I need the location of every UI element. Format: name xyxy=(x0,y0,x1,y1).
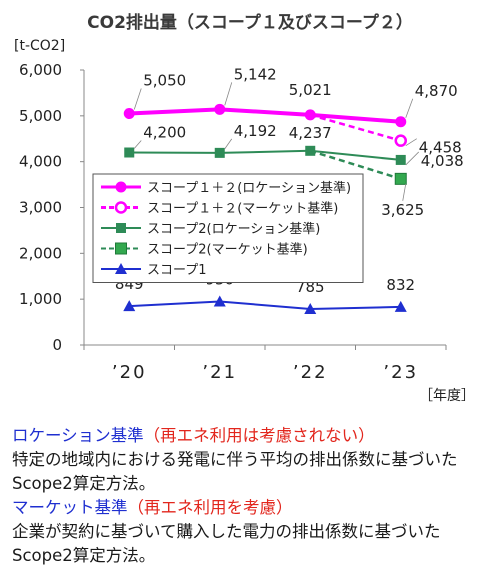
data-point xyxy=(395,154,406,165)
legend-item-3: スコープ2(マーケット基準) xyxy=(101,242,308,258)
y-tick-label: 3,000 xyxy=(19,199,62,217)
legend-item-0: スコープ１＋２(ロケーション基準) xyxy=(101,180,351,196)
series-line xyxy=(129,149,401,161)
x-tick-label: ’20 xyxy=(112,362,147,383)
series-3 xyxy=(309,149,407,185)
data-point xyxy=(213,295,226,307)
y-tick-label: 6,000 xyxy=(19,61,62,79)
x-tick-label: ’23 xyxy=(383,362,418,383)
y-tick-label: 1,000 xyxy=(19,290,62,308)
data-point xyxy=(304,109,316,121)
data-point xyxy=(394,134,407,147)
data-label: 4,458 xyxy=(419,139,462,157)
data-point xyxy=(214,103,226,115)
market-basis-remark: （再エネ利用を考慮） xyxy=(127,498,293,517)
legend-label: スコープ1 xyxy=(147,263,207,278)
chart-canvas: [t-CO2] ［年度］ 0 1,000 2,000 3,000 4,000 5,000 6… xyxy=(14,38,475,404)
data-point xyxy=(114,201,128,214)
y-tick-label: 5,000 xyxy=(19,107,62,125)
market-basis-title: マーケット基準 xyxy=(12,498,128,517)
data-label: 4,870 xyxy=(415,82,458,100)
leader-line xyxy=(405,151,420,166)
legend-label: スコープ１＋２(ロケーション基準) xyxy=(147,180,351,196)
data-label: 5,050 xyxy=(143,72,186,90)
data-point xyxy=(394,300,407,312)
data-point xyxy=(214,147,225,158)
legend-item-2: スコープ2(ロケーション基準) xyxy=(101,221,320,237)
location-basis-remark: （再エネ利用は考慮されない） xyxy=(143,426,375,445)
market-basis-description: 企業が契約に基づいて購入した電力の排出係数に基づいたScope2算定方法。 xyxy=(12,522,441,565)
y-tick-label: 2,000 xyxy=(19,244,62,262)
data-point xyxy=(305,145,316,156)
data-label: 5,142 xyxy=(234,65,277,83)
series-line xyxy=(129,107,401,124)
x-tick-label: ’21 xyxy=(202,362,237,383)
data-label: 4,237 xyxy=(289,124,332,142)
x-tick-label: ’22 xyxy=(293,362,328,383)
series-line xyxy=(129,300,401,311)
x-axis-label: ［年度］ xyxy=(419,388,475,404)
data-label: 4,200 xyxy=(143,124,186,142)
data-label: 4,038 xyxy=(421,152,464,170)
data-point xyxy=(394,172,407,185)
data-point xyxy=(115,181,127,193)
data-point xyxy=(123,108,135,120)
leader-line xyxy=(405,98,414,118)
leader-line xyxy=(224,138,233,150)
legend-label: スコープ2(マーケット基準) xyxy=(147,242,308,258)
data-point xyxy=(115,242,127,255)
data-label: 832 xyxy=(386,276,415,294)
location-note-heading: ロケーション基準（再エネ利用は考慮されない） xyxy=(12,424,492,448)
data-point xyxy=(116,223,126,233)
location-basis-title: ロケーション基準 xyxy=(12,426,144,445)
series-line xyxy=(309,149,402,181)
leader-line xyxy=(224,82,233,106)
y-axis-label: [t-CO2] xyxy=(14,38,65,54)
data-label: 4,192 xyxy=(234,122,277,140)
series-2 xyxy=(124,145,406,165)
legend-item-1: スコープ１＋２(マーケット基準) xyxy=(101,201,338,217)
leader-line xyxy=(405,138,417,147)
y-tick-label: 0 xyxy=(52,336,62,354)
data-point xyxy=(115,263,127,274)
data-label: 5,021 xyxy=(289,81,332,99)
leader-line xyxy=(133,88,142,110)
series-1 xyxy=(309,113,407,147)
legend-label: スコープ１＋２(マーケット基準) xyxy=(147,201,338,217)
leader-line xyxy=(133,140,142,149)
location-basis-description: 特定の地域内における発電に伴う平均の排出係数に基づいたScope2算定方法。 xyxy=(12,450,458,493)
data-point xyxy=(395,116,407,128)
legend-label: スコープ2(ロケーション基準) xyxy=(147,221,320,237)
data-point xyxy=(304,303,317,315)
legend-item-4: スコープ1 xyxy=(101,263,207,278)
market-note-heading: マーケット基準（再エネ利用を考慮） xyxy=(12,496,492,520)
series-line xyxy=(309,113,402,142)
data-point xyxy=(123,300,136,312)
series-0 xyxy=(123,103,407,128)
data-label: 3,625 xyxy=(381,201,424,219)
leader-line xyxy=(402,183,407,201)
notes-section: ロケーション基準（再エネ利用は考慮されない） 特定の地域内における発電に伴う平均… xyxy=(12,424,492,568)
chart-title: CO2排出量（スコープ１及びスコープ２） xyxy=(87,13,413,33)
y-tick-label: 4,000 xyxy=(19,153,62,171)
data-point xyxy=(124,147,135,158)
series-4 xyxy=(123,295,407,315)
data-labels: 5,050 5,142 5,021 4,870 4,458 4,200 4,192 4,237… xyxy=(115,65,464,296)
